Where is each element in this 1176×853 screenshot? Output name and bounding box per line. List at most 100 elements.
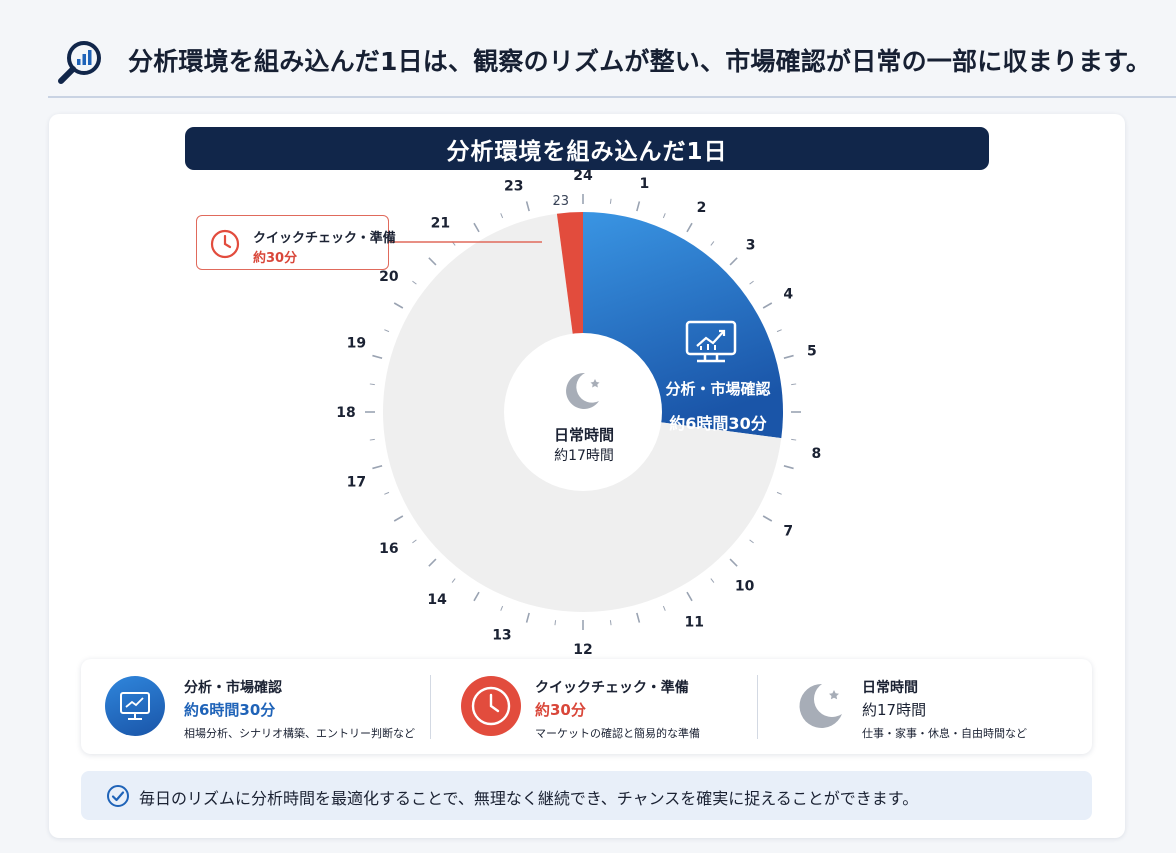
dial-tick (393, 302, 404, 309)
dial-label: 23 (552, 194, 569, 209)
page-header: 分析環境を組み込んだ1日は、観察のリズムが整い、市場確認が日常の一部に収まります… (0, 0, 1176, 98)
dial-tick (473, 222, 480, 233)
dial-tick (662, 213, 666, 219)
dial-tick (525, 612, 530, 623)
dial-tick (473, 591, 480, 602)
legend-divider (430, 675, 431, 739)
dial-tick (710, 578, 715, 583)
monitor-chart-icon (685, 320, 737, 363)
callout-value: 約30分 (253, 251, 298, 266)
dial-tick (749, 280, 754, 285)
summary-note: 毎日のリズムに分析時間を最適化することで、無理なく継続でき、チャンスを確実に捉え… (81, 771, 1092, 820)
dial-tick (686, 591, 693, 602)
dial-tick (783, 354, 794, 359)
dial-label: 12 (573, 642, 592, 658)
check-circle-icon (107, 785, 129, 807)
legend-swatch (105, 676, 165, 736)
dial-tick (662, 605, 666, 611)
legend-title: 分析・市場確認 (184, 680, 282, 696)
clock-icon (210, 229, 240, 259)
legend-swatch (461, 676, 521, 736)
dial-tick (428, 257, 437, 266)
legend-swatch (792, 676, 852, 736)
legend-desc: マーケットの確認と簡易的な準備 (535, 727, 700, 740)
dial-tick (372, 354, 383, 359)
dial-tick (686, 222, 693, 233)
dial-tick (791, 383, 797, 386)
legend-item-analysis: 分析・市場確認 約6時間30分 相場分析、シナリオ構築、エントリー判断など (81, 659, 431, 754)
dial-tick (762, 302, 773, 309)
dial-tick (636, 201, 641, 212)
legend-value: 約30分 (535, 701, 586, 719)
dial-label: 17 (347, 474, 366, 490)
dial-tick (710, 241, 715, 246)
analytics-magnifier-icon (58, 41, 101, 84)
dial-tick (451, 578, 456, 583)
dial-tick (369, 438, 375, 441)
dial-tick (749, 539, 754, 544)
dial-label: 2 (697, 200, 707, 216)
summary-text: 毎日のリズムに分析時間を最適化することで、無理なく継続でき、チャンスを確実に捉え… (139, 789, 919, 808)
dial-label: 11 (685, 614, 704, 630)
dial-label: 4 (783, 287, 793, 303)
dial-label: 21 (431, 216, 450, 232)
dial-tick (609, 620, 612, 626)
dial-tick (554, 198, 557, 204)
moon-star-icon (566, 372, 600, 409)
clock-icon (471, 686, 511, 726)
dial-tick (412, 280, 417, 285)
dial-label: 5 (807, 344, 817, 360)
legend-panel: 分析・市場確認 約6時間30分 相場分析、シナリオ構築、エントリー判断など クイ… (81, 659, 1092, 754)
page-title: 分析環境を組み込んだ1日は、観察のリズムが整い、市場確認が日常の一部に収まります… (128, 47, 1152, 76)
dial-tick (791, 438, 797, 441)
dial-label: 20 (379, 269, 399, 285)
dial-tick (776, 329, 782, 333)
dial-tick (369, 383, 375, 386)
dial-tick (554, 620, 557, 626)
dial-label: 13 (492, 628, 511, 644)
dial-label: 24 (573, 168, 593, 184)
chart-title-banner: 分析環境を組み込んだ1日 (185, 127, 989, 170)
dial-tick (428, 558, 437, 567)
moon-star-icon (799, 683, 842, 728)
legend-divider (757, 675, 758, 739)
dial-label: 8 (812, 446, 822, 462)
dial-tick (729, 558, 738, 567)
dial-label: 18 (336, 405, 355, 421)
dial-tick (762, 515, 773, 522)
legend-title: クイックチェック・準備 (535, 680, 689, 696)
dial-tick (372, 465, 383, 470)
monitor-chart-icon (120, 692, 150, 720)
legend-value: 約6時間30分 (184, 701, 276, 719)
dial-label: 7 (783, 524, 793, 540)
dial-tick (500, 605, 504, 611)
dial-tick (783, 465, 794, 470)
center-title: 日常時間 (553, 426, 614, 444)
dial-label: 3 (746, 237, 756, 253)
dial-tick (393, 515, 404, 522)
legend-value: 約17時間 (862, 701, 927, 719)
dial-tick (500, 213, 504, 219)
legend-item-quick-check: クイックチェック・準備 約30分 マーケットの確認と簡易的な準備 (431, 659, 758, 754)
center-value: 約17時間 (554, 448, 614, 464)
legend-desc: 相場分析、シナリオ構築、エントリー判断など (184, 727, 415, 740)
header-divider (48, 96, 1176, 98)
legend-item-daily: 日常時間 約17時間 仕事・家事・休息・自由時間など (758, 659, 1092, 754)
dial-tick (609, 198, 612, 204)
analysis-segment-label: 分析・市場確認 (665, 380, 771, 398)
dial-label: 14 (427, 592, 447, 608)
legend-desc: 仕事・家事・休息・自由時間など (862, 727, 1027, 740)
donut-center (504, 333, 662, 491)
dial-tick (412, 539, 417, 544)
dial-tick (384, 491, 390, 495)
dial-tick (525, 201, 530, 212)
analysis-segment-value: 約6時間30分 (669, 414, 767, 433)
dial-label: 1 (639, 176, 649, 192)
dial-tick (776, 491, 782, 495)
dial-tick (384, 329, 390, 333)
dial-label: 23 (504, 178, 523, 194)
legend-title: 日常時間 (862, 680, 918, 696)
dial-tick (729, 257, 738, 266)
dial-tick (636, 612, 641, 623)
